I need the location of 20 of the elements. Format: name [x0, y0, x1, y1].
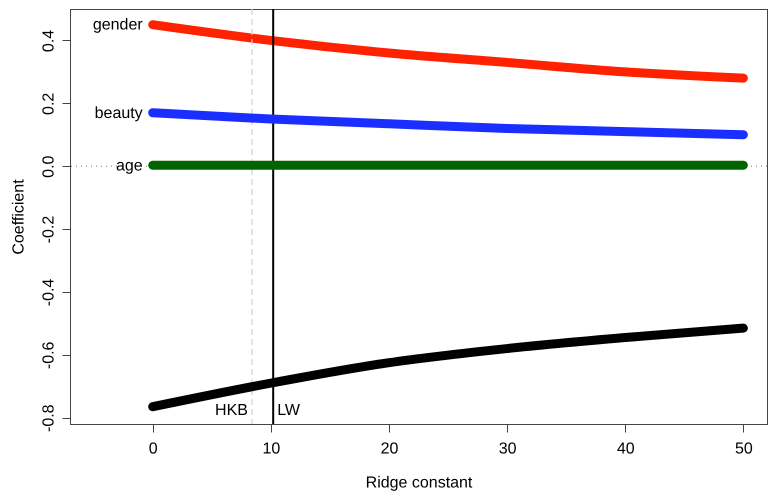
y-tick-label: -0.4: [40, 278, 58, 306]
y-tick-label: -0.8: [40, 404, 58, 432]
y-tick-label: 0.4: [40, 30, 58, 52]
ref-line-label: LW: [277, 402, 301, 419]
x-tick-label: 30: [498, 440, 517, 458]
series-label: beauty: [94, 104, 143, 122]
y-tick-label: 0.0: [40, 155, 58, 178]
y-tick-label: 0.2: [40, 92, 58, 115]
y-tick-label: -0.2: [40, 216, 58, 244]
x-tick-label: 20: [380, 440, 398, 458]
x-tick-label: 50: [734, 440, 753, 458]
x-tick-label: 10: [262, 440, 280, 458]
series-label: age: [116, 157, 143, 174]
x-tick-label: 40: [616, 440, 635, 458]
x-axis-title: Ridge constant: [366, 474, 473, 492]
y-axis-title: Coefficient: [10, 178, 28, 255]
x-tick-label: 0: [148, 440, 158, 458]
series-label: gender: [92, 16, 144, 34]
ref-line-label: HKB: [215, 402, 248, 419]
y-tick-label: -0.6: [40, 341, 58, 370]
